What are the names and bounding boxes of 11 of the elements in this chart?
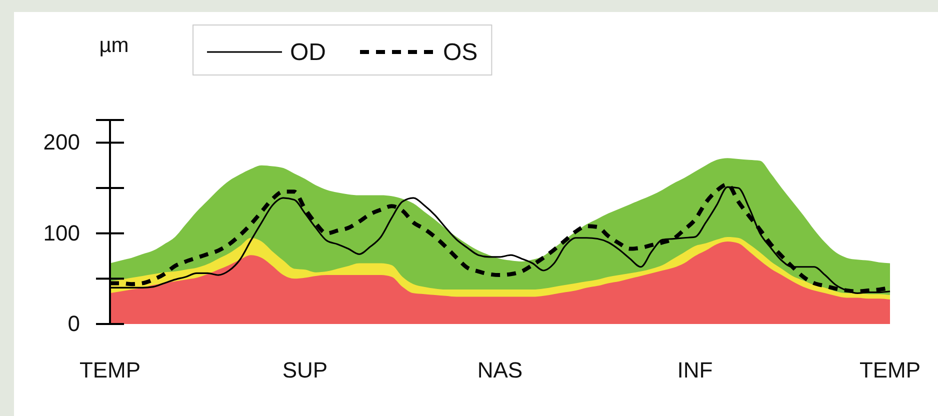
- x-tick-label: TEMP: [79, 358, 141, 383]
- y-tick-label: 200: [43, 130, 80, 155]
- legend-label: OS: [443, 39, 478, 66]
- y-tick-label: 0: [68, 311, 80, 336]
- y-tick-label: 100: [43, 220, 80, 246]
- x-tick-label: SUP: [282, 358, 328, 383]
- x-tick-label: INF: [677, 358, 713, 383]
- x-tick-label: TEMP: [859, 358, 921, 383]
- y-axis-title: µm: [99, 34, 129, 57]
- x-tick-label: NAS: [477, 358, 523, 383]
- legend-label: OD: [290, 39, 326, 66]
